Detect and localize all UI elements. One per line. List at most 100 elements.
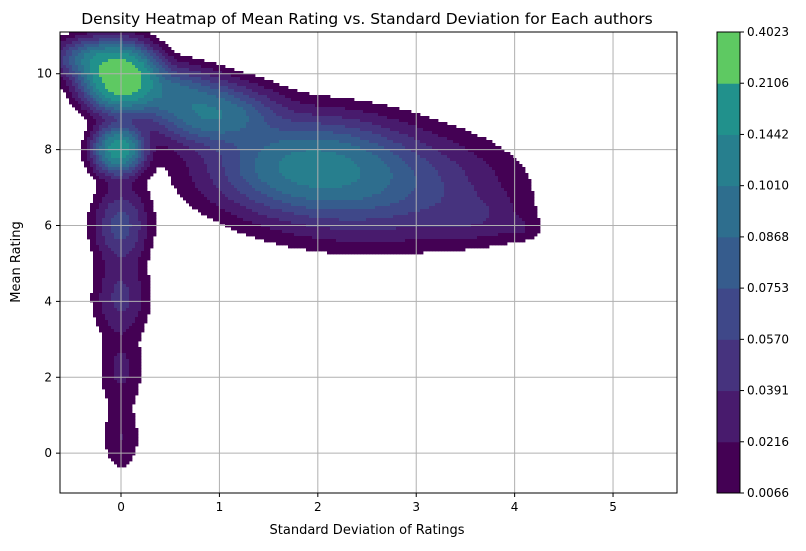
density-cell	[102, 170, 106, 174]
density-cell	[477, 164, 481, 168]
density-cell	[321, 131, 325, 135]
density-cell	[141, 125, 145, 129]
density-cell	[183, 140, 187, 144]
density-cell	[309, 158, 313, 162]
density-cell	[108, 89, 112, 93]
density-cell	[219, 104, 223, 108]
density-cell	[360, 122, 364, 126]
density-cell	[480, 167, 484, 171]
density-cell	[306, 101, 310, 105]
density-cell	[168, 128, 172, 132]
density-cell	[111, 86, 115, 90]
density-cell	[249, 77, 253, 81]
density-cell	[399, 176, 403, 180]
density-cell	[408, 173, 412, 177]
density-cell	[189, 125, 193, 129]
density-cell	[138, 83, 142, 87]
density-cell	[108, 128, 112, 132]
density-cell	[144, 152, 148, 156]
density-cell	[117, 89, 121, 93]
density-cell	[198, 143, 202, 147]
density-cell	[84, 104, 88, 108]
density-cell	[114, 68, 118, 72]
density-cell	[114, 38, 118, 42]
density-cell	[174, 131, 178, 135]
density-cell	[189, 158, 193, 162]
density-cell	[402, 128, 406, 132]
density-cell	[216, 86, 220, 90]
density-cell	[204, 95, 208, 99]
density-cell	[498, 167, 502, 171]
density-cell	[123, 101, 127, 105]
density-cell	[360, 125, 364, 129]
density-cell	[207, 101, 211, 105]
density-cell	[189, 77, 193, 81]
density-cell	[72, 80, 76, 84]
density-cell	[516, 182, 520, 186]
density-cell	[246, 134, 250, 138]
density-cell	[84, 152, 88, 156]
density-cell	[144, 137, 148, 141]
density-cell	[180, 185, 184, 189]
density-cell	[480, 137, 484, 141]
density-cell	[171, 167, 175, 171]
density-cell	[162, 44, 166, 48]
density-cell	[174, 170, 178, 174]
density-cell	[201, 68, 205, 72]
density-cell	[195, 104, 199, 108]
density-cell	[78, 80, 82, 84]
density-cell	[90, 134, 94, 138]
density-cell	[306, 173, 310, 177]
density-cell	[291, 107, 295, 111]
density-cell	[243, 83, 247, 87]
density-cell	[192, 173, 196, 177]
density-cell	[252, 131, 256, 135]
density-cell	[102, 71, 106, 75]
density-cell	[393, 119, 397, 123]
density-cell	[219, 140, 223, 144]
density-cell	[159, 104, 163, 108]
density-cell	[243, 158, 247, 162]
density-cell	[174, 116, 178, 120]
density-cell	[327, 149, 331, 153]
density-cell	[162, 77, 166, 81]
density-cell	[252, 182, 256, 186]
density-cell	[264, 113, 268, 117]
density-cell	[117, 110, 121, 114]
density-cell	[96, 134, 100, 138]
density-cell	[138, 173, 142, 177]
density-cell	[405, 167, 409, 171]
density-cell	[372, 161, 376, 165]
density-cell	[360, 161, 364, 165]
density-cell	[417, 179, 421, 183]
density-cell	[195, 122, 199, 126]
density-cell	[456, 170, 460, 174]
density-cell	[258, 113, 262, 117]
density-cell	[126, 170, 130, 174]
density-cell	[273, 176, 277, 180]
density-cell	[261, 92, 265, 96]
density-cell	[201, 65, 205, 69]
density-cell	[120, 62, 124, 66]
density-cell	[165, 65, 169, 69]
density-cell	[120, 134, 124, 138]
density-cell	[285, 182, 289, 186]
density-cell	[375, 116, 379, 120]
density-cell	[129, 35, 133, 39]
density-cell	[234, 95, 238, 99]
density-cell	[111, 107, 115, 111]
density-cell	[510, 182, 514, 186]
density-cell	[120, 176, 124, 180]
density-cell	[123, 158, 127, 162]
density-cell	[333, 107, 337, 111]
density-cell	[243, 146, 247, 150]
density-cell	[99, 125, 103, 129]
density-cell	[105, 104, 109, 108]
density-cell	[117, 185, 121, 189]
density-cell	[153, 101, 157, 105]
density-cell	[102, 140, 106, 144]
density-cell	[225, 107, 229, 111]
density-cell	[87, 170, 91, 174]
density-cell	[213, 146, 217, 150]
density-cell	[459, 131, 463, 135]
